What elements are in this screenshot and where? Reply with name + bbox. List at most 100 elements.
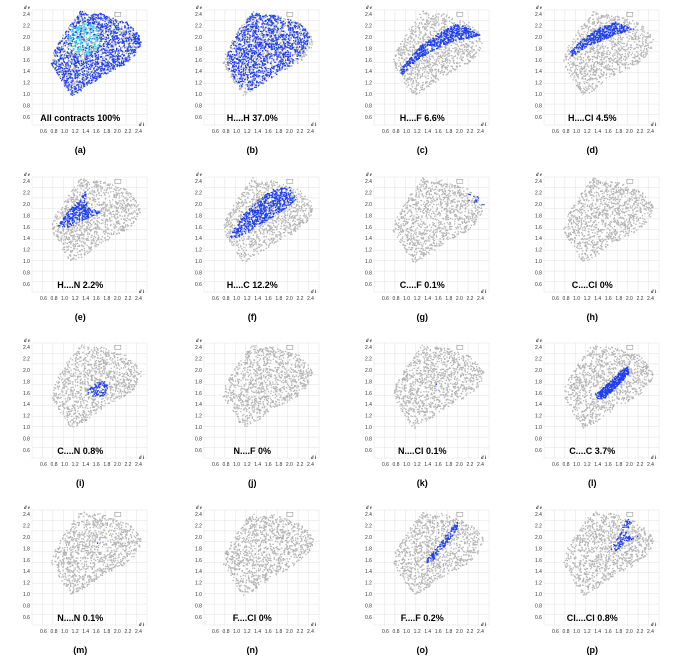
- contact-point: [276, 47, 277, 48]
- contact-point: [118, 27, 119, 28]
- surface-point: [295, 53, 296, 54]
- contact-point: [259, 16, 260, 17]
- contact-point: [66, 31, 67, 32]
- contact-point: [306, 33, 307, 34]
- contact-point: [68, 73, 69, 74]
- contact-point: [83, 13, 84, 14]
- contact-point: [265, 20, 266, 21]
- surface-point: [258, 60, 259, 61]
- contact-point: [61, 46, 62, 47]
- contact-point: [91, 18, 92, 19]
- surface-point: [259, 34, 260, 35]
- contact-point: [59, 66, 60, 67]
- contact-point: [274, 40, 275, 41]
- contact-point: [72, 41, 73, 42]
- surface-point: [253, 77, 254, 78]
- contact-point: [70, 78, 71, 79]
- contact-point: [236, 62, 237, 63]
- contact-point: [304, 40, 305, 41]
- contact-point: [60, 42, 61, 43]
- contact-point: [268, 29, 269, 30]
- contact-point: [303, 48, 304, 49]
- contact-point: [70, 71, 71, 72]
- contact-point: [279, 52, 280, 53]
- contact-point: [238, 44, 239, 45]
- contact-point: [128, 31, 129, 32]
- surface-point: [243, 94, 244, 95]
- contact-point: [86, 59, 87, 60]
- contact-point: [117, 51, 118, 52]
- surface-point: [248, 26, 249, 27]
- contact-point: [77, 17, 78, 18]
- contact-point: [86, 23, 87, 24]
- contact-point: [94, 63, 95, 64]
- contact-point: [80, 48, 81, 49]
- contact-point: [79, 54, 80, 55]
- contact-point: [264, 15, 265, 16]
- contact-point: [272, 24, 273, 25]
- contact-point: [71, 43, 72, 44]
- contact-point: [249, 66, 250, 67]
- surface-point: [297, 60, 298, 61]
- contact-point: [277, 22, 278, 23]
- contact-point: [118, 23, 119, 24]
- contact-point: [58, 49, 59, 50]
- contact-point: [242, 57, 243, 58]
- contact-point: [79, 32, 80, 33]
- contact-point: [279, 20, 280, 21]
- contact-point: [270, 16, 271, 17]
- contact-point: [68, 31, 69, 32]
- contact-point: [263, 40, 264, 41]
- contact-point: [96, 34, 97, 35]
- contact-point: [67, 57, 68, 58]
- contact-point: [79, 14, 80, 15]
- contact-point: [95, 51, 96, 52]
- contact-point: [75, 20, 76, 21]
- contact-point: [252, 76, 253, 77]
- surface-point: [236, 39, 237, 40]
- contact-point: [254, 17, 255, 18]
- contact-point: [87, 84, 88, 85]
- contact-point: [237, 53, 238, 54]
- contact-point: [90, 64, 91, 65]
- contact-point: [274, 49, 275, 50]
- contact-point: [105, 55, 106, 56]
- contact-point: [63, 43, 64, 44]
- contact-point: [257, 28, 258, 29]
- contact-point: [140, 42, 141, 43]
- surface-point: [245, 94, 246, 95]
- contact-point: [123, 62, 124, 63]
- contact-point: [241, 39, 242, 40]
- contact-point: [121, 21, 122, 22]
- contact-point: [78, 30, 79, 31]
- contact-point: [256, 38, 257, 39]
- contact-point: [255, 44, 256, 45]
- contact-point: [62, 63, 63, 64]
- surface-point: [236, 43, 237, 44]
- contact-point: [107, 67, 108, 68]
- contact-point: [88, 64, 89, 65]
- contact-point: [53, 60, 54, 61]
- contact-point: [284, 52, 285, 53]
- contact-point: [101, 37, 102, 38]
- contact-point: [76, 25, 77, 26]
- contact-point: [285, 35, 286, 36]
- contact-point: [267, 22, 268, 23]
- contact-point: [83, 23, 84, 24]
- surface-point: [295, 28, 296, 29]
- surface-point: [310, 39, 311, 40]
- contact-point: [272, 48, 273, 49]
- contact-point: [299, 38, 300, 39]
- contact-point: [93, 46, 94, 47]
- surface-point: [282, 51, 283, 52]
- contact-point: [257, 14, 258, 15]
- contact-point: [296, 47, 297, 48]
- contact-point: [56, 64, 57, 65]
- y-tick-label: 1.0: [23, 92, 30, 98]
- contact-point: [97, 48, 98, 49]
- contact-point: [83, 85, 84, 86]
- contact-point: [290, 30, 291, 31]
- contact-point: [299, 46, 300, 47]
- contact-point: [243, 69, 244, 70]
- contact-point: [251, 62, 252, 63]
